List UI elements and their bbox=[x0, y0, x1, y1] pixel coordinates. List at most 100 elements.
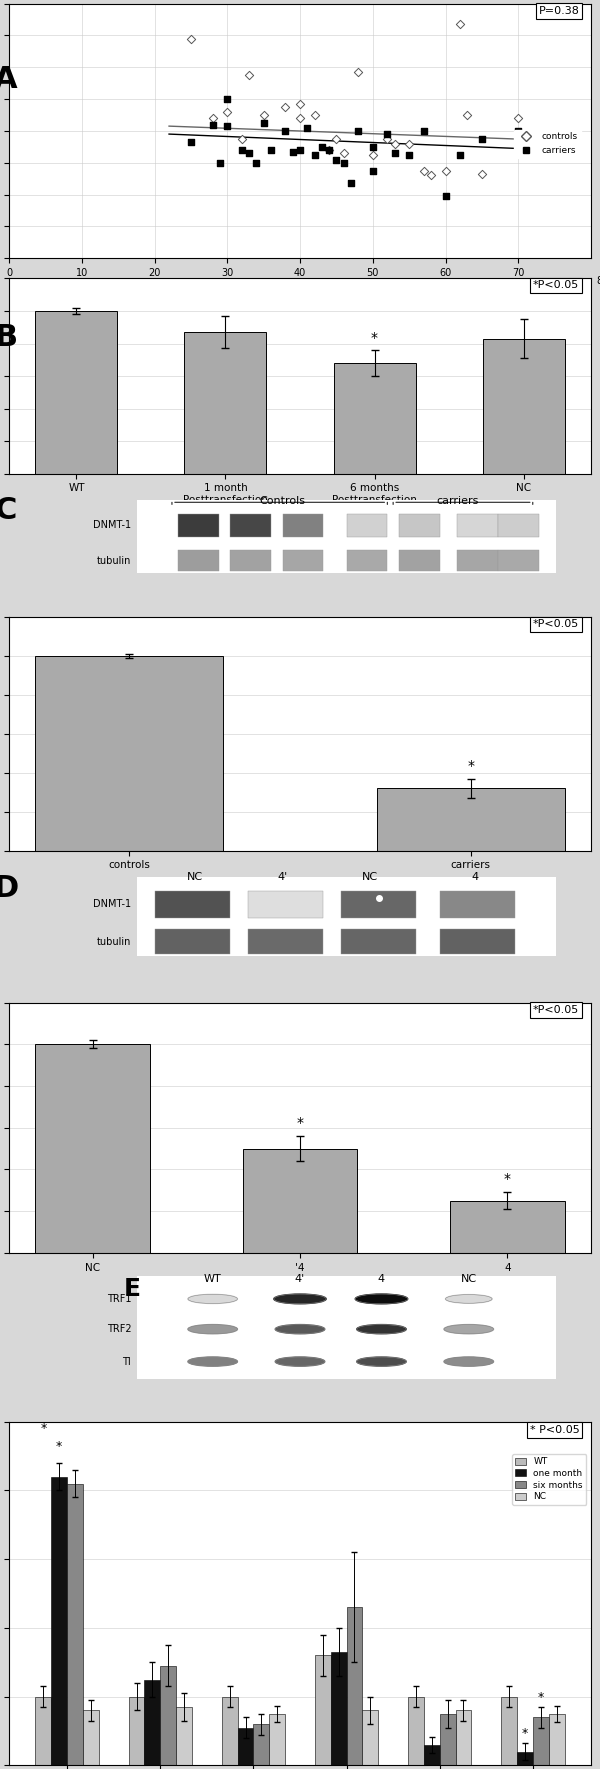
Point bbox=[186, 25, 196, 53]
FancyBboxPatch shape bbox=[248, 929, 323, 953]
FancyBboxPatch shape bbox=[178, 550, 218, 571]
FancyBboxPatch shape bbox=[457, 550, 498, 571]
Bar bbox=[128, 1696, 145, 1765]
Point bbox=[455, 140, 465, 168]
Point bbox=[223, 111, 232, 140]
Point bbox=[325, 136, 334, 165]
Point bbox=[426, 161, 436, 189]
Text: A: A bbox=[0, 65, 18, 94]
FancyBboxPatch shape bbox=[498, 515, 539, 538]
Point bbox=[514, 117, 523, 145]
Text: NC: NC bbox=[187, 872, 203, 883]
Text: * P<0.05: * P<0.05 bbox=[530, 1426, 580, 1435]
Point bbox=[237, 124, 247, 152]
Point bbox=[390, 140, 400, 168]
Bar bbox=[362, 1711, 378, 1765]
Text: *: * bbox=[40, 1422, 46, 1435]
Bar bbox=[315, 1656, 331, 1765]
Point bbox=[281, 117, 290, 145]
FancyBboxPatch shape bbox=[341, 892, 416, 918]
Point bbox=[266, 136, 276, 165]
FancyBboxPatch shape bbox=[440, 892, 515, 918]
Circle shape bbox=[355, 1295, 407, 1304]
Point bbox=[251, 149, 261, 177]
FancyBboxPatch shape bbox=[178, 515, 218, 538]
Bar bbox=[440, 1714, 455, 1765]
Bar bbox=[451, 1201, 565, 1252]
FancyBboxPatch shape bbox=[347, 550, 388, 571]
FancyBboxPatch shape bbox=[155, 929, 230, 953]
Bar bbox=[549, 1714, 565, 1765]
Point bbox=[339, 140, 349, 168]
Bar bbox=[222, 1696, 238, 1765]
FancyBboxPatch shape bbox=[137, 877, 556, 955]
Bar bbox=[455, 1711, 472, 1765]
Text: E: E bbox=[124, 1277, 140, 1302]
Text: *: * bbox=[538, 1691, 544, 1704]
Point bbox=[368, 156, 377, 184]
Circle shape bbox=[188, 1325, 238, 1334]
FancyBboxPatch shape bbox=[399, 515, 440, 538]
Point bbox=[346, 170, 356, 198]
FancyBboxPatch shape bbox=[137, 1275, 556, 1378]
Circle shape bbox=[188, 1295, 238, 1304]
Text: *: * bbox=[522, 1727, 528, 1741]
FancyBboxPatch shape bbox=[399, 550, 440, 571]
Point bbox=[477, 159, 487, 188]
Circle shape bbox=[275, 1325, 325, 1334]
Bar bbox=[253, 1725, 269, 1765]
Point bbox=[295, 136, 305, 165]
Bar bbox=[334, 363, 416, 474]
Legend: controls, carriers: controls, carriers bbox=[514, 129, 581, 157]
Point bbox=[186, 127, 196, 156]
FancyBboxPatch shape bbox=[457, 515, 498, 538]
Point bbox=[463, 101, 472, 129]
Point bbox=[237, 136, 247, 165]
Bar bbox=[347, 1608, 362, 1765]
Text: 4': 4' bbox=[277, 872, 287, 883]
Point bbox=[353, 117, 363, 145]
Text: carriers: carriers bbox=[436, 495, 478, 506]
Point bbox=[259, 101, 268, 129]
Text: *P<0.05: *P<0.05 bbox=[533, 281, 580, 290]
Point bbox=[440, 156, 450, 184]
Point bbox=[208, 104, 218, 133]
FancyBboxPatch shape bbox=[248, 892, 323, 918]
Circle shape bbox=[357, 1325, 406, 1334]
Point bbox=[317, 133, 326, 161]
Text: *P<0.05: *P<0.05 bbox=[533, 1005, 580, 1015]
Bar bbox=[35, 1044, 149, 1252]
Bar bbox=[35, 311, 118, 474]
Point bbox=[383, 120, 392, 149]
Text: B: B bbox=[0, 322, 17, 352]
Bar bbox=[501, 1696, 517, 1765]
Text: TI: TI bbox=[122, 1357, 131, 1367]
Circle shape bbox=[357, 1357, 406, 1366]
Bar bbox=[35, 1696, 51, 1765]
Legend: WT, one month, six months, NC: WT, one month, six months, NC bbox=[512, 1454, 586, 1505]
Text: 4: 4 bbox=[471, 872, 478, 883]
Circle shape bbox=[188, 1357, 238, 1366]
Point bbox=[368, 133, 377, 161]
Bar bbox=[176, 1707, 192, 1765]
Circle shape bbox=[274, 1295, 326, 1304]
FancyBboxPatch shape bbox=[283, 515, 323, 538]
Text: tubulin: tubulin bbox=[97, 555, 131, 566]
Bar bbox=[243, 1148, 357, 1252]
Text: WT: WT bbox=[204, 1274, 221, 1284]
FancyBboxPatch shape bbox=[440, 929, 515, 953]
Bar bbox=[67, 1484, 83, 1765]
Point bbox=[215, 149, 225, 177]
Text: P=0.38: P=0.38 bbox=[538, 5, 580, 16]
FancyBboxPatch shape bbox=[137, 501, 556, 573]
Point bbox=[223, 97, 232, 126]
Bar bbox=[238, 1728, 253, 1765]
Point bbox=[259, 108, 268, 136]
Bar bbox=[51, 1477, 67, 1765]
Circle shape bbox=[445, 1295, 492, 1304]
Text: D: D bbox=[0, 874, 19, 904]
Text: *P<0.05: *P<0.05 bbox=[533, 619, 580, 630]
Point bbox=[404, 129, 414, 157]
FancyBboxPatch shape bbox=[347, 515, 388, 538]
Bar bbox=[83, 1711, 99, 1765]
